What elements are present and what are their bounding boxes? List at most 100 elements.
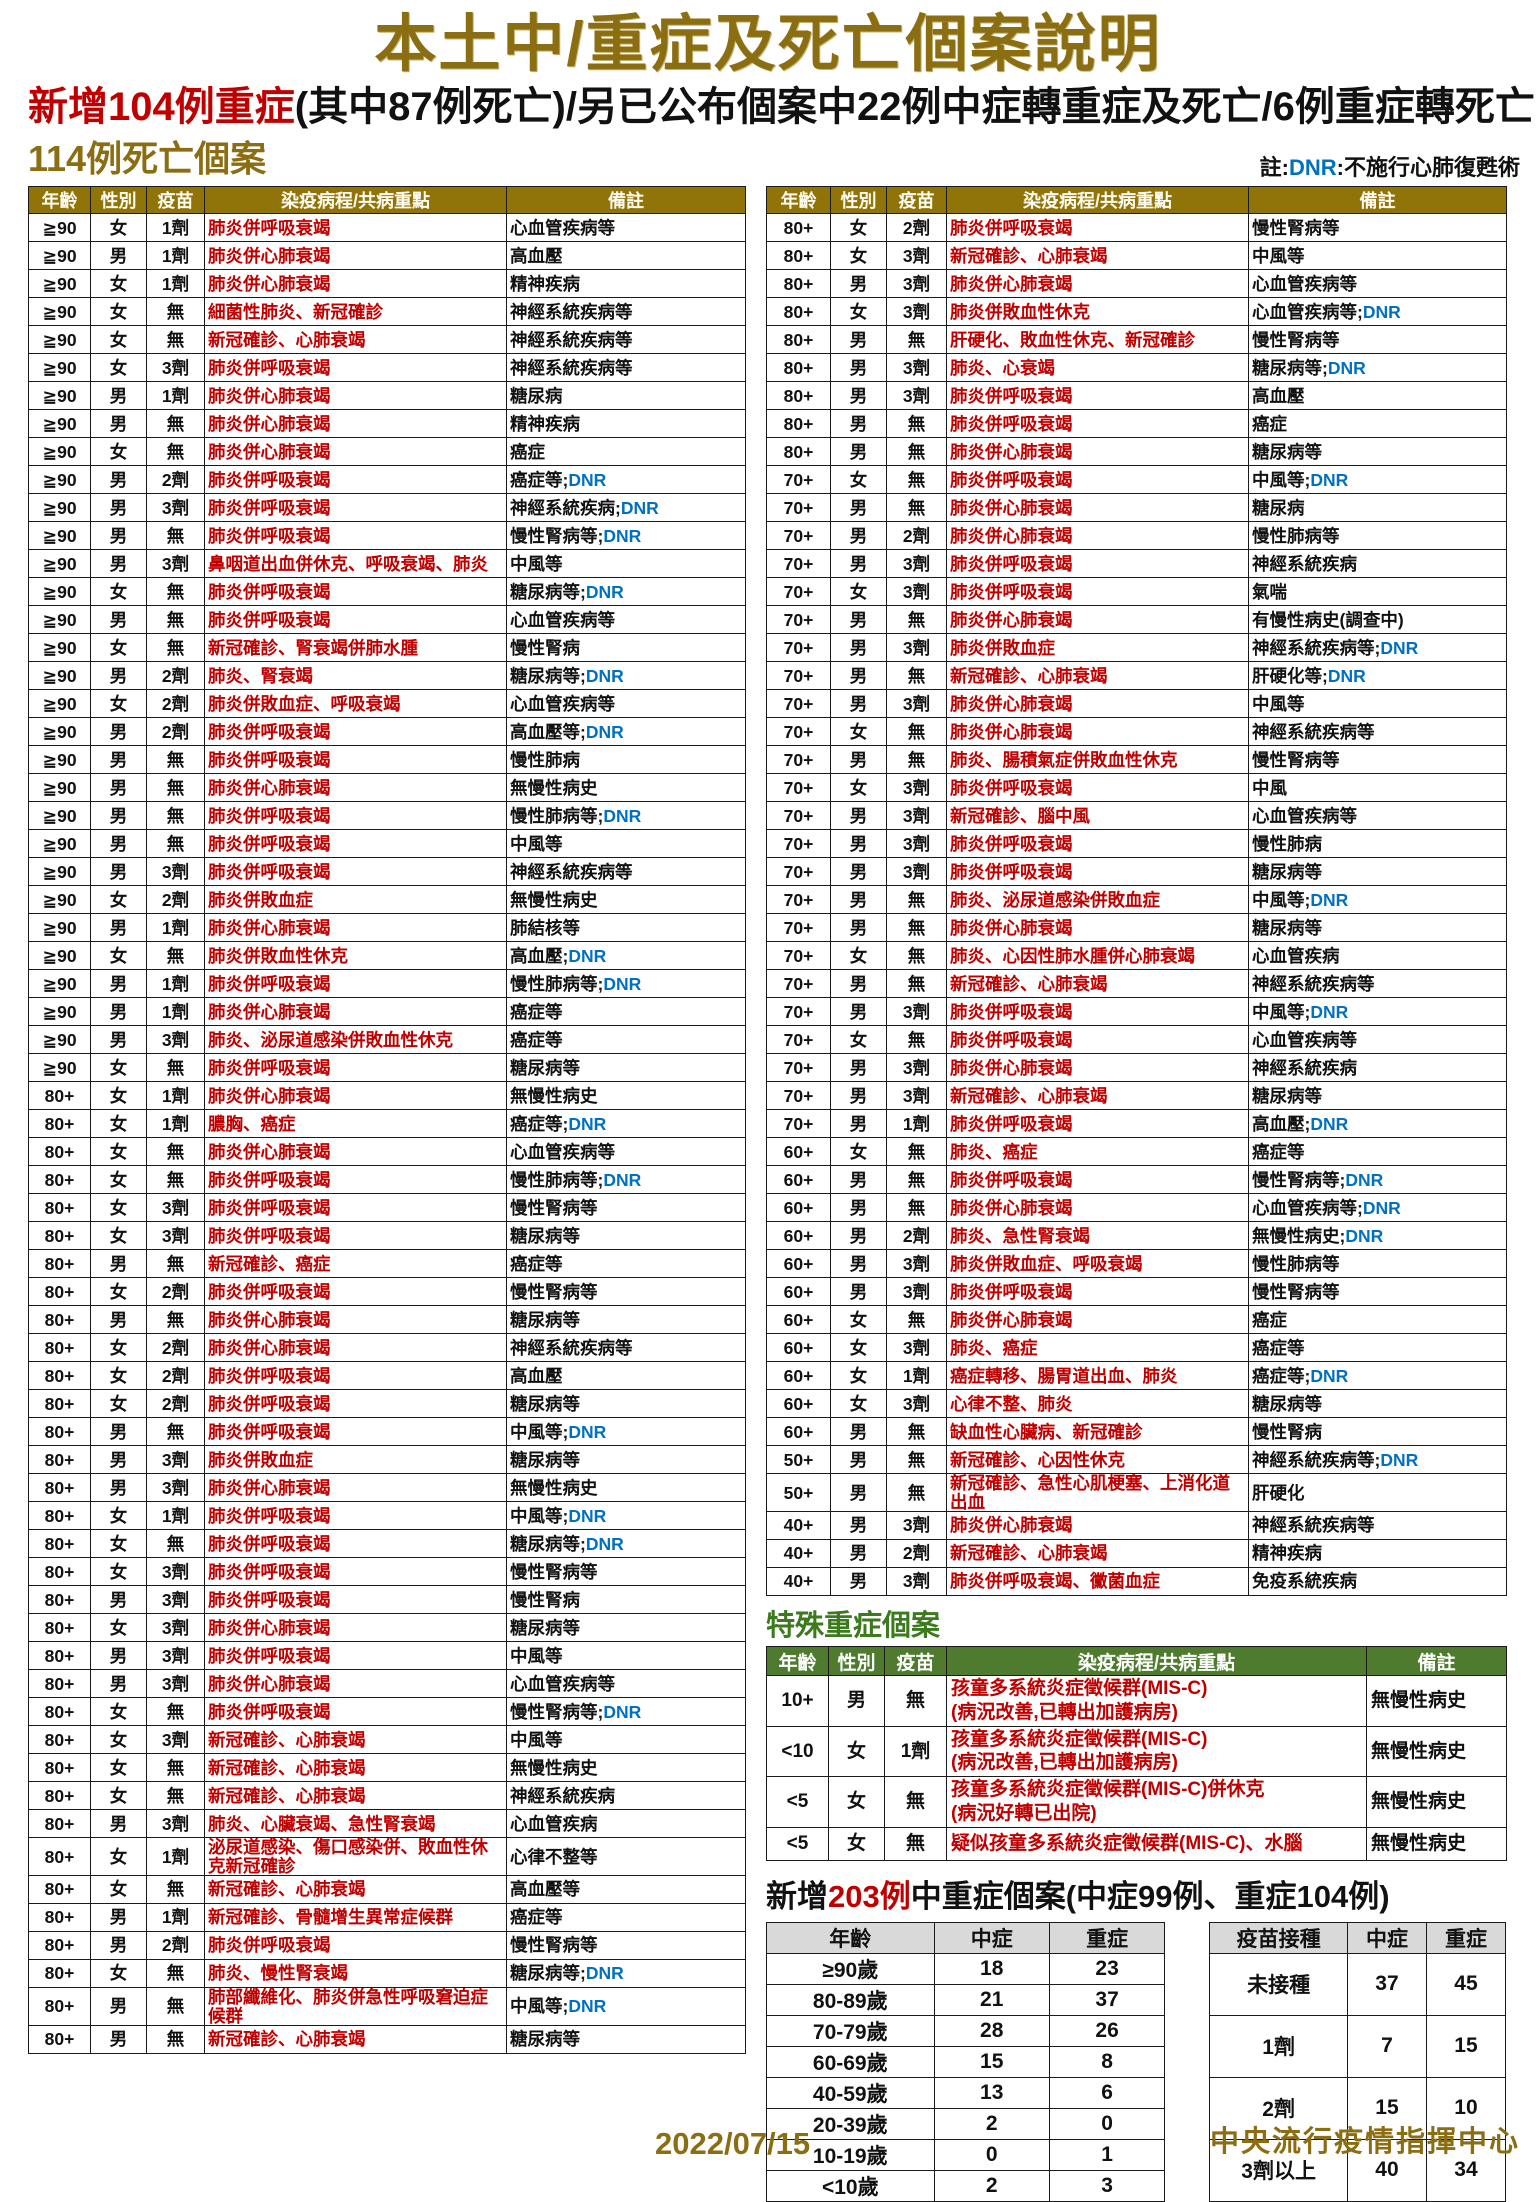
category-cell: 10-19歲 [766,2138,935,2171]
sex-cell: 女 [90,1277,147,1307]
severe-count-cell: 26 [1048,2014,1166,2047]
course-cell: 肺炎、心衰竭 [946,353,1249,383]
col-age-group: 年齡 [766,1921,935,1954]
sex-cell: 男 [830,1473,887,1513]
death-case-row: ≧90 男 3劑 肺炎併呼吸衰竭 神經系統疾病等 [28,857,746,887]
sex-cell: 男 [90,409,147,439]
vaccine-cell: 3劑 [886,997,947,1027]
age-cell: 60+ [766,1137,831,1167]
note-cell: 高血壓等 [506,1875,746,1905]
age-cell: ≧90 [28,577,91,607]
note-cell: 慢性腎病 [1248,1417,1507,1447]
death-case-row: ≧90 男 3劑 肺炎、泌尿道感染併敗血性休克 癌症等 [28,1025,746,1055]
sex-cell: 女 [830,1137,887,1167]
vaccine-cell: 無 [146,1137,205,1167]
course-cell: 膿胸、癌症 [204,1109,507,1139]
sex-cell: 男 [830,745,887,775]
sex-cell: 女 [90,885,147,915]
age-cell: 60+ [766,1221,831,1251]
age-cell: 80+ [766,241,831,271]
age-cell: ≧90 [28,493,91,523]
col-vaccine-status: 疫苗接種 [1209,1921,1348,1954]
vaccine-cell: 無 [886,1165,947,1195]
course-cell: 新冠確診、腎衰竭併肺水腫 [204,633,507,663]
sex-cell: 女 [830,773,887,803]
note-cell: 慢性肺病等;DNR [506,1165,746,1195]
note-cell: 中風等;DNR [506,1987,746,2026]
vaccine-cell: 1劑 [146,241,205,271]
age-cell: 80+ [28,1753,91,1783]
vaccine-cell: 3劑 [146,1221,205,1251]
death-case-row: 80+ 女 3劑 肺炎併呼吸衰竭 慢性腎病等 [28,1557,746,1587]
severe-count-cell: 3 [1048,2169,1166,2202]
vaccine-cell: 3劑 [886,1511,947,1541]
dnr-flag: DNR [603,1701,642,1722]
course-cell: 肺炎併心肺衰竭 [204,1613,507,1643]
age-cell: ≧90 [28,997,91,1027]
severe-count-cell: 37 [1048,1983,1166,2016]
sex-cell: 女 [90,1725,147,1755]
course-cell: 細菌性肺炎、新冠確診 [204,297,507,327]
vaccine-cell: 無 [146,409,205,439]
course-cell: 肺炎併敗血性休克 [204,941,507,971]
age-cell: 70+ [766,885,831,915]
course-cell: 肺炎併心肺衰竭 [204,913,507,943]
course-cell: 癌症轉移、腸胃道出血、肺炎 [946,1361,1249,1391]
course-cell: 肺炎併心肺衰竭 [946,605,1249,635]
death-case-row: 80+ 男 3劑 肺炎併心肺衰竭 無慢性病史 [28,1473,746,1503]
note-cell: 中風等;DNR [1248,465,1507,495]
course-cell: 肺炎、腸積氣症併敗血性休克 [946,745,1249,775]
vaccine-cell: 3劑 [886,241,947,271]
sex-cell: 女 [90,1697,147,1727]
vaccine-cell: 3劑 [886,773,947,803]
age-cell: 80+ [28,1165,91,1195]
note-cell: 慢性腎病等;DNR [506,1697,746,1727]
vaccine-cell: 1劑 [146,913,205,943]
age-group-row: 40-59歲 13 6 [766,2076,1166,2109]
death-case-row: 70+ 男無肺炎併心肺衰竭 有慢性病史(調查中) [766,605,1507,635]
death-case-row: 60+ 男 2劑 肺炎、急性腎衰竭 無慢性病史;DNR [766,1221,1507,1251]
vaccine-cell: 無 [146,633,205,663]
note-cell: 癌症 [1248,1305,1507,1335]
age-cell: 80+ [28,1221,91,1251]
note-cell: 慢性肺病等 [1248,1249,1507,1279]
moderate-count-cell: 18 [933,1952,1050,1985]
note-cell: 癌症等;DNR [1248,1361,1507,1391]
age-cell: 80+ [28,1109,91,1139]
age-cell: ≧90 [28,437,91,467]
vaccine-cell: 無 [886,885,947,915]
vaccine-cell: 無 [146,1053,205,1083]
col-moderate: 中症 [933,1921,1050,1954]
dnr-flag: DNR [1362,1197,1401,1218]
death-case-row: 70+ 男無新冠確診、心肺衰竭 神經系統疾病等 [766,969,1507,999]
sex-cell: 男 [830,1511,887,1541]
note-cell: 癌症等 [506,1249,746,1279]
death-case-row: 60+ 女 1劑 癌症轉移、腸胃道出血、肺炎 癌症等;DNR [766,1361,1507,1391]
age-cell: 70+ [766,913,831,943]
death-case-row: 80+ 女 1劑 膿胸、癌症 癌症等;DNR [28,1109,746,1139]
course-cell: 肺炎併心肺衰竭 [946,521,1249,551]
sex-cell: 女 [90,577,147,607]
moderate-count-cell: 15 [1346,2076,1427,2140]
col-sex: 性別 [90,186,147,215]
vaccine-cell: 2劑 [886,213,947,243]
vaccine-cell: 3劑 [886,577,947,607]
sex-cell: 男 [90,521,147,551]
course-cell: 肺炎併呼吸衰竭 [204,1529,507,1559]
death-table-right: 年齡 性別 疫苗 染疫病程/共病重點 備註 80+ 女 2劑 肺炎併呼吸衰竭 慢性腎病等… [766,186,1507,1597]
death-case-row: ≧90 男 3劑 肺炎併呼吸衰竭 神經系統疾病;DNR [28,493,746,523]
sex-cell: 男 [90,381,147,411]
course-cell: 孩童多系統炎症徵候群(MIS-C) (病況改善,已轉出加護病房) [946,1675,1367,1727]
note-cell: 無慢性病史 [506,773,746,803]
death-case-row: ≧90 女 2劑 肺炎併敗血症、呼吸衰竭 心血管疾病等 [28,689,746,719]
course-cell: 肺炎併心肺衰竭 [204,409,507,439]
vaccine-cell: 3劑 [886,689,947,719]
death-case-row: 80+ 女 2劑 肺炎併呼吸衰竭 慢性腎病等 [28,1277,746,1307]
sex-cell: 女 [90,1165,147,1195]
death-case-row: ≧90 男 2劑 肺炎併呼吸衰竭 高血壓等;DNR [28,717,746,747]
note-cell: 糖尿病等 [506,1305,746,1335]
death-case-row: 70+ 男 3劑 新冠確診、腦中風 心血管疾病等 [766,801,1507,831]
age-distribution-table: 年齡 中症 重症 ≥90歲 18 23 80-89歲 21 37 70-79歲 28 26 60-… [766,1921,1166,2202]
sex-cell: 男 [90,1669,147,1699]
sex-cell: 男 [830,493,887,523]
